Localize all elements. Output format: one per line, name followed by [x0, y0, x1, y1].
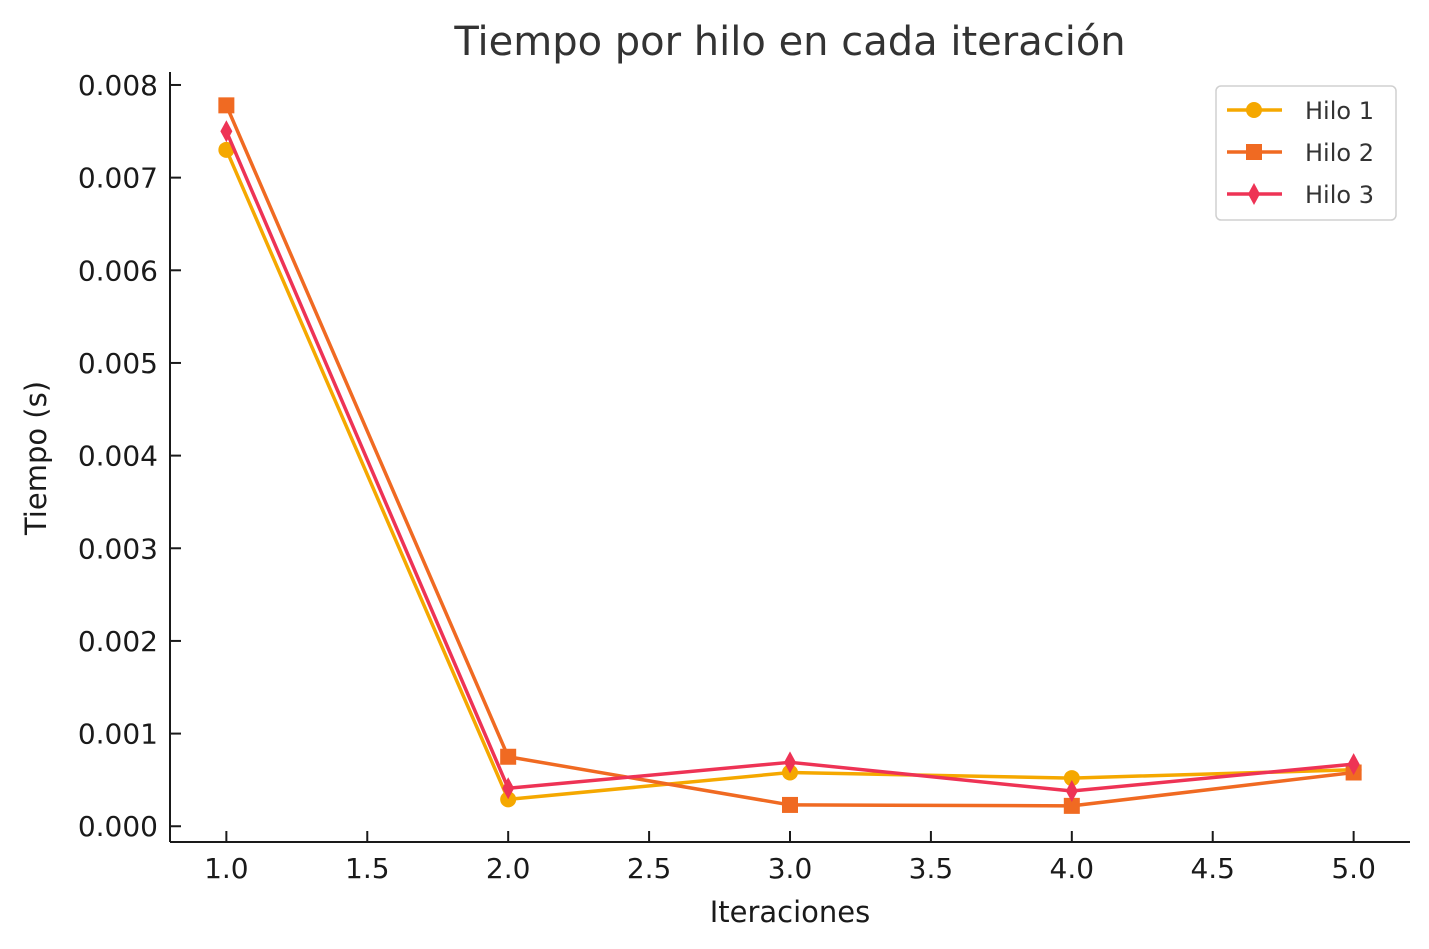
x-tick-label: 3.5: [909, 852, 954, 885]
y-tick-label: 0.001: [78, 718, 158, 751]
legend: Hilo 1 Hilo 2 Hilo 3: [1215, 85, 1397, 221]
series-line: [224, 149, 1354, 802]
legend-marker: [1248, 183, 1260, 205]
data-point: [1065, 780, 1078, 803]
legend-marker: [1246, 144, 1262, 160]
data-point: [1063, 770, 1080, 787]
x-tick-label: 1.5: [345, 852, 390, 885]
legend-label: Hilo 2: [1305, 139, 1374, 167]
y-axis-label: Tiempo (s): [19, 381, 53, 536]
y-tick-label: 0.002: [78, 625, 158, 658]
chart-title: Tiempo por hilo en cada iteración: [453, 19, 1125, 65]
y-tick-label: 0.003: [78, 532, 158, 565]
data-point: [502, 777, 515, 800]
x-axis-label: Iteraciones: [710, 895, 871, 929]
x-tick-label: 2.5: [627, 852, 672, 885]
x-tick-label: 5.0: [1331, 852, 1376, 885]
x-tick-label: 4.5: [1190, 852, 1235, 885]
y-tick-label: 0.006: [78, 254, 158, 287]
x-tick-label: 1.0: [204, 852, 249, 885]
legend-item: Hilo 2: [1227, 139, 1374, 167]
y-tick-label: 0.007: [78, 162, 158, 195]
data-point: [500, 748, 517, 765]
data-point: [782, 796, 798, 813]
series-2: [218, 97, 1362, 814]
legend-marker: [1246, 102, 1262, 118]
data-point: [220, 120, 233, 143]
y-tick-label: 0.005: [78, 347, 158, 380]
legend-item: Hilo 1: [1227, 97, 1374, 125]
data-point: [784, 751, 796, 774]
series-layer: [218, 97, 1362, 814]
y-tick-label: 0.008: [78, 69, 158, 102]
data-point: [218, 141, 235, 158]
y-tick-label: 0.000: [78, 810, 158, 843]
series-1: [218, 141, 1362, 808]
legend-label: Hilo 3: [1305, 181, 1374, 209]
series-line: [224, 104, 1354, 808]
series-3: [220, 120, 1360, 803]
data-point: [1347, 753, 1360, 776]
axes: 1.0 1.5 2.0 2.5 3.0 3.5 4.0 4.5 5.0 0.000 0.001 0.0…: [78, 69, 1410, 885]
legend-label: Hilo 1: [1305, 97, 1374, 125]
x-tick-label: 2.0: [486, 852, 531, 885]
data-point: [1063, 797, 1080, 814]
data-point: [500, 791, 517, 808]
x-tick-label: 3.0: [768, 852, 813, 885]
legend-box: [1215, 85, 1397, 221]
series-line: [224, 130, 1354, 793]
x-tick-label: 4.0: [1050, 852, 1095, 885]
data-point: [218, 97, 235, 114]
legend-item: Hilo 3: [1227, 181, 1374, 209]
y-tick-label: 0.004: [78, 440, 158, 473]
